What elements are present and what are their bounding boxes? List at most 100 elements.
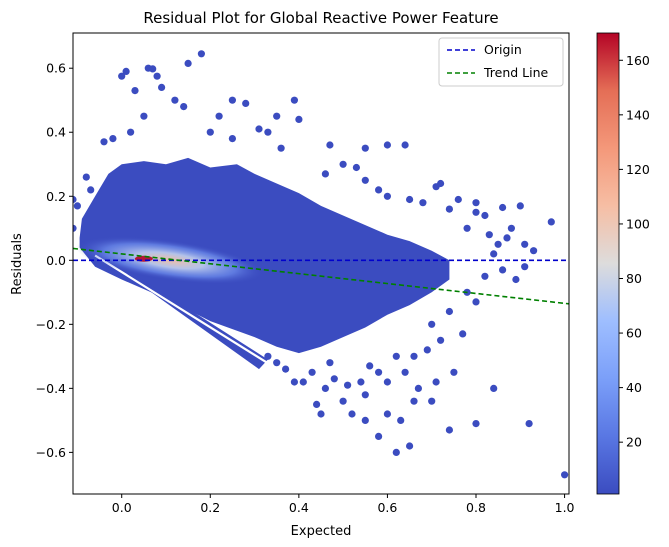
y-tick-label: 0.2 — [46, 189, 66, 204]
legend-box — [438, 37, 564, 87]
scatter-point — [180, 103, 188, 111]
scatter-point — [499, 203, 507, 212]
scatter-point — [472, 199, 480, 207]
y-tick-label: 0.4 — [46, 125, 66, 140]
scatter-point — [410, 397, 418, 405]
scatter-point — [73, 224, 77, 232]
colorbar-gradient — [596, 32, 620, 495]
scatter-point — [361, 391, 369, 399]
scatter-point — [428, 320, 436, 328]
scatter-point — [215, 112, 223, 120]
scatter-point — [100, 138, 108, 146]
scatter-point — [485, 231, 493, 239]
scatter-point — [87, 186, 95, 194]
scatter-point — [339, 160, 347, 168]
colorbar: 20 40 60 80 100 120 140 160 — [596, 32, 650, 495]
scatter-point — [277, 144, 285, 152]
scatter-point — [419, 199, 427, 207]
scatter-point — [410, 352, 418, 360]
plot-frame — [72, 32, 570, 495]
y-axis-label: Residuals — [10, 233, 25, 295]
scatter-point — [445, 307, 453, 316]
scatter-point — [290, 378, 298, 386]
scatter-point — [228, 96, 236, 104]
scatter-point — [490, 250, 498, 258]
scatter-point — [454, 195, 462, 204]
scatter-point — [481, 211, 489, 220]
scatter-point — [414, 384, 422, 392]
scatter-point — [406, 195, 414, 204]
scatter-points — [73, 50, 569, 479]
scatter-point — [401, 368, 409, 376]
scatter-point — [432, 378, 440, 386]
scatter-point — [423, 346, 431, 354]
scatter-point — [437, 179, 445, 188]
scatter-point — [295, 115, 303, 123]
scatter-point — [392, 448, 400, 456]
y-tick-label: 0.6 — [46, 61, 66, 76]
scatter-point — [317, 410, 325, 418]
scatter-point — [273, 112, 281, 120]
scatter-point — [547, 218, 555, 226]
scatter-point — [383, 192, 391, 200]
plot-area — [73, 50, 569, 479]
y-tick-label: −0.6 — [36, 445, 66, 460]
scatter-point — [428, 397, 436, 405]
scatter-point — [561, 471, 569, 479]
scatter-point — [264, 352, 272, 360]
scatter-point — [153, 72, 161, 80]
scatter-point — [361, 144, 369, 152]
x-tick-label: 0.8 — [466, 500, 486, 515]
y-tick-label: −0.2 — [36, 317, 66, 332]
scatter-point — [521, 263, 529, 271]
colorbar-tick-label: 80 — [626, 271, 642, 286]
scatter-point — [445, 426, 453, 434]
scatter-point — [375, 432, 383, 440]
scatter-point — [366, 362, 374, 370]
scatter-point — [445, 205, 453, 213]
scatter-point — [406, 442, 414, 450]
y-axis: −0.6 −0.4 −0.2 0.0 0.2 0.4 0.6 — [36, 61, 73, 460]
scatter-point — [401, 141, 409, 149]
residual-cloud-body — [79, 157, 450, 354]
scatter-point — [375, 368, 383, 376]
x-axis: 0.0 0.2 0.4 0.6 0.8 1.0 — [112, 494, 575, 515]
scatter-point — [228, 135, 236, 143]
scatter-point — [499, 266, 507, 274]
scatter-point — [348, 410, 356, 418]
scatter-point — [383, 141, 391, 149]
scatter-point — [375, 186, 383, 194]
scatter-point — [361, 176, 369, 184]
colorbar-tick-label: 20 — [626, 435, 642, 450]
legend-origin-label: Origin — [484, 42, 522, 57]
scatter-point — [521, 240, 529, 248]
legend: Origin Trend Line — [438, 37, 564, 87]
scatter-point — [512, 275, 520, 284]
colorbar-ticks: 20 40 60 80 100 120 140 160 — [619, 53, 650, 450]
chart-title: Residual Plot for Global Reactive Power … — [143, 9, 498, 27]
x-axis-label: Expected — [291, 524, 352, 539]
scatter-point — [326, 141, 334, 149]
reference-lines — [73, 247, 569, 305]
scatter-point — [459, 330, 467, 338]
x-tick-label: 0.4 — [289, 500, 309, 515]
scatter-point — [122, 67, 130, 75]
scatter-point — [507, 224, 515, 232]
scatter-point — [140, 112, 148, 120]
scatter-point — [525, 420, 533, 428]
scatter-point — [82, 173, 90, 181]
scatter-point — [361, 416, 369, 424]
scatter-point — [127, 128, 135, 136]
scatter-point — [530, 247, 538, 255]
scatter-point — [383, 410, 391, 418]
scatter-point — [171, 96, 179, 104]
legend-trend-label: Trend Line — [483, 65, 549, 80]
colorbar-tick-label: 120 — [626, 162, 650, 177]
scatter-point — [73, 202, 81, 210]
scatter-point — [383, 378, 391, 386]
colorbar-tick-label: 60 — [626, 326, 642, 341]
scatter-point — [321, 170, 329, 178]
scatter-point — [206, 128, 214, 136]
scatter-point — [313, 400, 321, 408]
